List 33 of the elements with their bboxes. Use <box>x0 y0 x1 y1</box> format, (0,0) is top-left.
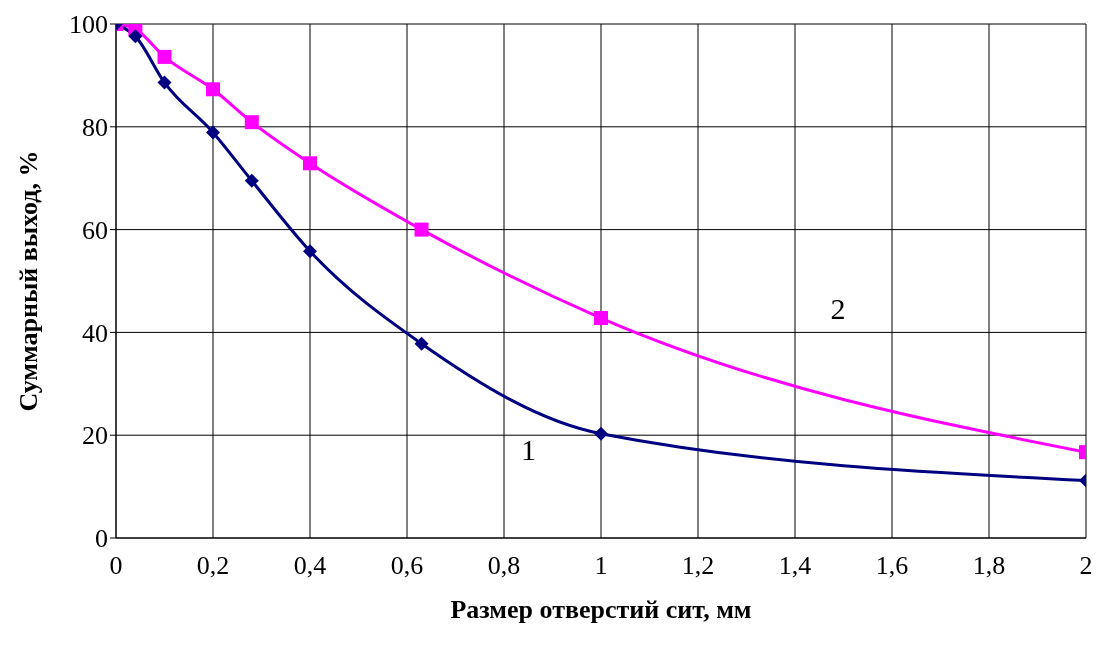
point <box>128 29 143 44</box>
x-tick-label: 1 <box>594 551 608 581</box>
x-tick-label: 0,8 <box>487 551 521 581</box>
point <box>594 426 608 441</box>
x-tick-label: 0,2 <box>196 551 230 581</box>
y-tick-label: 0 <box>95 524 108 554</box>
point <box>206 125 220 140</box>
y-tick-label: 80 <box>82 113 108 143</box>
y-axis-title: Суммарный выход, % <box>14 150 44 412</box>
point <box>157 49 172 64</box>
point <box>303 244 317 259</box>
text: 2 <box>830 291 846 325</box>
x-tick-label: 0,6 <box>390 551 424 581</box>
x-tick-label: 1,2 <box>681 551 715 581</box>
point <box>594 311 608 326</box>
point <box>244 115 259 130</box>
point <box>303 156 317 171</box>
x-tick-label: 0,4 <box>293 551 327 581</box>
x-tick-label: 2 <box>1079 551 1093 581</box>
point <box>244 173 259 188</box>
y-tick-label: 20 <box>82 421 108 451</box>
y-tick-label: 40 <box>82 318 108 348</box>
x-tick-label: 1,4 <box>778 551 812 581</box>
point <box>414 222 429 237</box>
y-tick-label: 100 <box>69 10 108 40</box>
x-tick-label: 1,8 <box>972 551 1006 581</box>
y-tick-label: 60 <box>82 215 108 245</box>
point <box>157 75 172 90</box>
x-tick-label: 1,6 <box>875 551 909 581</box>
point <box>206 82 220 97</box>
series-label: 1 <box>521 432 537 466</box>
point <box>414 336 429 351</box>
x-axis-title: Размер отверстий сит, мм <box>450 595 752 624</box>
